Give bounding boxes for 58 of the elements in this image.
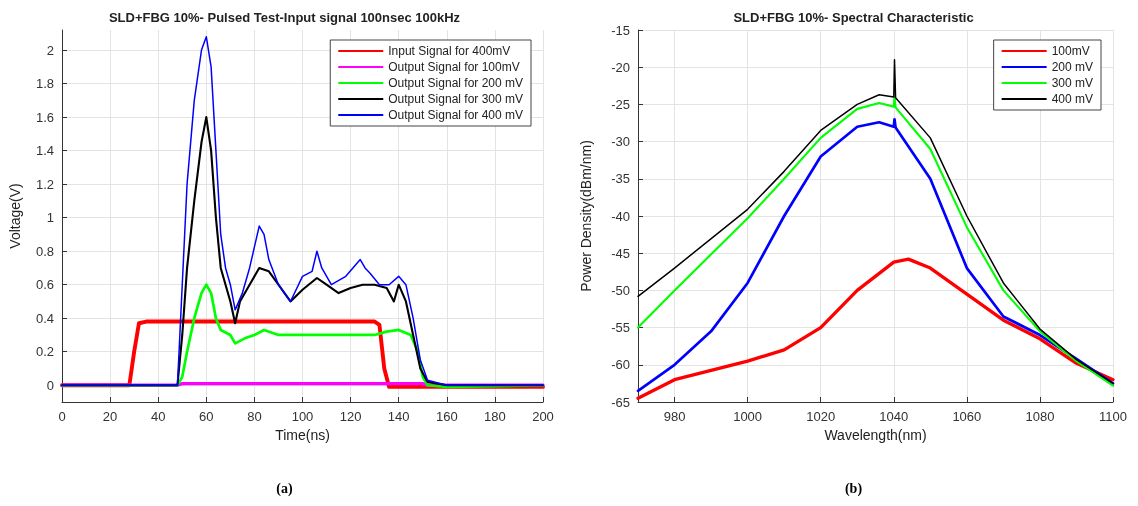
legend-label: Output Signal for 100mV bbox=[388, 60, 520, 74]
y-tick-label: -65 bbox=[611, 394, 630, 410]
x-tick-label: 80 bbox=[247, 409, 262, 424]
x-axis-title: Wavelength(nm) bbox=[824, 426, 927, 443]
y-tick-label: -40 bbox=[611, 208, 630, 224]
x-tick-label: 120 bbox=[339, 409, 362, 424]
x-tick-label: 40 bbox=[150, 409, 166, 424]
legend-label: Output Signal for 300 mV bbox=[388, 92, 524, 106]
x-tick-label: 1000 bbox=[733, 409, 763, 424]
y-tick-label: -25 bbox=[611, 96, 630, 112]
y-axis-title: Power Density(dBm/nm) bbox=[578, 140, 594, 292]
x-tick-label: 1060 bbox=[952, 409, 982, 424]
legend-label: Input Signal for 400mV bbox=[388, 44, 511, 58]
x-tick-label: 1020 bbox=[806, 409, 836, 424]
y-tick-label: 2 bbox=[46, 42, 54, 58]
x-tick-label: 1100 bbox=[1099, 409, 1127, 424]
x-tick-label: 20 bbox=[102, 409, 118, 424]
x-tick-label: 180 bbox=[484, 409, 506, 424]
text: (b) bbox=[844, 480, 863, 497]
y-tick-label: -15 bbox=[611, 22, 630, 38]
y-tick-label: -60 bbox=[611, 357, 630, 373]
y-tick-label: -50 bbox=[611, 282, 630, 298]
y-tick-label: -20 bbox=[611, 59, 630, 75]
chart-title: SLD+FBG 10%- Spectral Characteristic bbox=[733, 10, 974, 25]
y-tick-label: 0.6 bbox=[35, 277, 54, 293]
y-tick-label: 0.8 bbox=[35, 243, 54, 259]
legend-label: Output Signal for 400 mV bbox=[388, 108, 524, 122]
x-tick-label: 140 bbox=[387, 409, 410, 424]
y-tick-label: 1.4 bbox=[35, 143, 54, 159]
legend-label: 400 mV bbox=[1051, 92, 1093, 106]
y-tick-label: -45 bbox=[611, 245, 630, 261]
legend-label: 300 mV bbox=[1051, 76, 1093, 90]
y-tick-label: 0 bbox=[46, 377, 54, 393]
chart-title: SLD+FBG 10%- Pulsed Test-Input signal 100nsec 100kHz bbox=[108, 10, 461, 25]
y-tick-label: 1.6 bbox=[35, 109, 54, 125]
y-tick-label: 1 bbox=[46, 210, 54, 226]
y-tick-label: 0.4 bbox=[35, 310, 54, 326]
y-tick-label: 1.2 bbox=[35, 176, 54, 192]
x-axis-title: Time(ns) bbox=[275, 426, 330, 443]
x-tick-label: 0 bbox=[58, 409, 66, 424]
legend-label: 100mV bbox=[1051, 44, 1090, 58]
x-tick-label: 160 bbox=[435, 409, 458, 424]
line-series bbox=[61, 35, 544, 386]
x-tick-label: 1040 bbox=[879, 409, 909, 424]
y-tick-label: 1.8 bbox=[35, 76, 54, 92]
legend-label: 200 mV bbox=[1051, 60, 1093, 74]
x-tick-label: 1080 bbox=[1025, 409, 1055, 424]
x-tick-label: 980 bbox=[663, 409, 686, 424]
y-tick-label: 0.2 bbox=[35, 344, 54, 360]
y-tick-label: -55 bbox=[611, 320, 630, 336]
x-tick-label: 200 bbox=[532, 409, 554, 424]
y-tick-label: -30 bbox=[611, 134, 630, 150]
x-tick-label: 60 bbox=[199, 409, 214, 424]
text: (a) bbox=[276, 480, 293, 497]
y-axis-title: Voltage(V) bbox=[7, 183, 23, 249]
y-tick-label: -35 bbox=[611, 171, 630, 187]
x-tick-label: 100 bbox=[291, 409, 314, 424]
legend-label: Output Signal for 200 mV bbox=[388, 76, 524, 90]
